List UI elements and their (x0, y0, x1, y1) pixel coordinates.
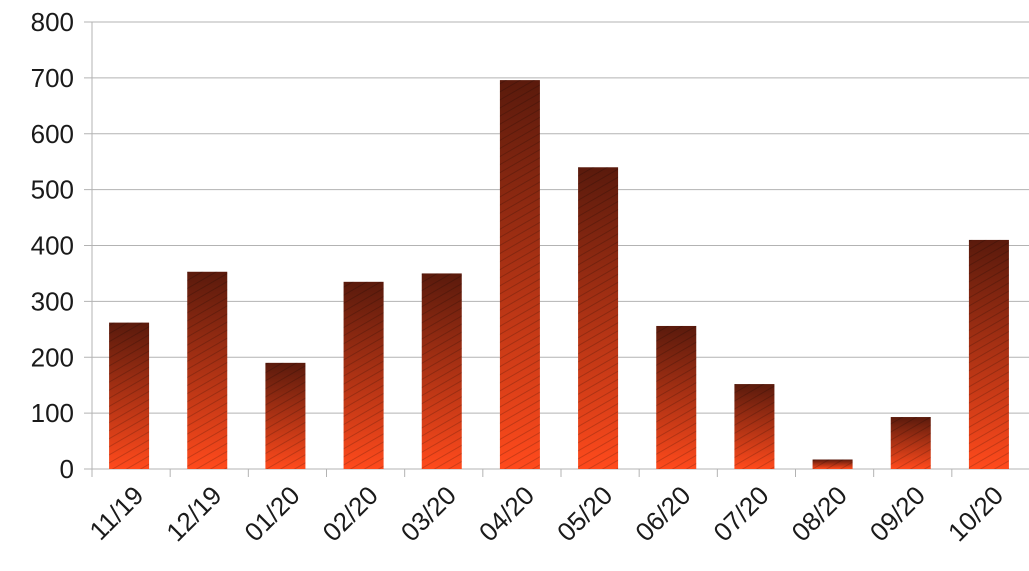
gridlines (84, 21, 1029, 470)
y-axis-ticks: 0 100 200 300 400 500 600 700 800 (31, 7, 74, 484)
y-tick-label: 500 (31, 175, 74, 205)
y-tick-label: 400 (31, 231, 74, 261)
y-tick-label: 800 (31, 7, 74, 37)
x-tick-label: 07/20 (707, 480, 774, 547)
x-tick-label: 11/19 (83, 480, 149, 546)
y-tick-label: 0 (60, 454, 74, 484)
x-tick-label: 06/20 (629, 480, 696, 547)
bar-hatch-07-20 (734, 384, 775, 469)
bar-hatch-03-20 (421, 273, 462, 469)
bar-hatch-11-19 (109, 322, 150, 469)
x-tick-label: 03/20 (395, 480, 462, 547)
bar-hatch-09-20 (890, 417, 931, 469)
x-tick-label: 10/20 (942, 480, 1009, 547)
bar-hatch-02-20 (343, 281, 384, 469)
y-tick-label: 600 (31, 119, 74, 149)
bar-hatch-08-20 (812, 459, 853, 469)
x-tick-label: 08/20 (786, 480, 853, 547)
bar-hatch-05-20 (578, 167, 619, 469)
x-tick-label: 04/20 (473, 480, 540, 547)
y-tick-label: 100 (31, 398, 74, 428)
x-tick-label: 01/20 (238, 480, 305, 547)
bar-hatch-01-20 (265, 362, 306, 469)
bar-hatch-10-20 (968, 239, 1009, 469)
bar-hatch-04-20 (499, 80, 540, 470)
y-tick-label: 200 (31, 342, 74, 372)
axes (91, 22, 953, 477)
bars (109, 80, 1009, 470)
bar-hatch-06-20 (656, 325, 697, 469)
bar-hatch-12-19 (187, 271, 228, 469)
y-tick-label: 700 (31, 63, 74, 93)
x-tick-label: 12/19 (160, 480, 227, 547)
y-tick-label: 300 (31, 286, 74, 316)
x-tick-label: 05/20 (551, 480, 618, 547)
x-tick-label: 02/20 (317, 480, 384, 547)
x-axis-ticks: 11/19 12/19 01/20 02/20 03/20 04/20 05/20 06/20… (83, 480, 1009, 547)
x-tick-label: 09/20 (864, 480, 931, 547)
